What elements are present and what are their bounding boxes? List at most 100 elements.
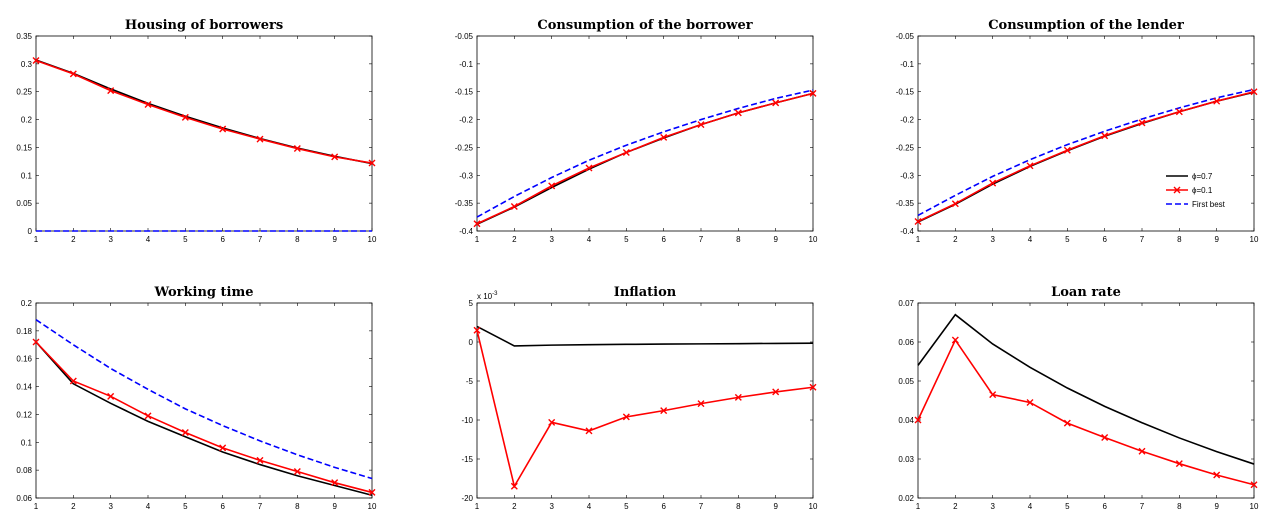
data-point-marker — [1138, 119, 1146, 127]
y-tick-label: -0.1 — [459, 60, 473, 69]
x-tick-label: 3 — [549, 502, 554, 511]
x-tick-label: 10 — [1250, 502, 1259, 511]
data-point-marker — [1101, 132, 1109, 140]
y-tick-label: 0.12 — [16, 410, 32, 419]
data-point-marker — [1213, 97, 1221, 105]
x-tick-label: 9 — [1214, 502, 1219, 511]
data-point-marker — [989, 179, 997, 187]
y-tick-label: -5 — [466, 377, 474, 386]
y-tick-label: -0.2 — [459, 116, 473, 125]
legend: ϕ=0.7 ϕ=0.1 First best — [1166, 172, 1226, 209]
chart-title: Housing of borrowers — [125, 18, 283, 33]
y-tick-label: -20 — [461, 494, 473, 503]
data-point-marker — [734, 109, 742, 117]
x-tick-label: 5 — [624, 502, 629, 511]
x-tick-label: 5 — [1065, 502, 1070, 511]
axis-multiplier-base: x 10 — [477, 292, 493, 301]
plot-area — [917, 302, 1255, 499]
series-line — [35, 59, 373, 164]
x-tick-label: 1 — [475, 235, 480, 244]
data-point-marker — [660, 133, 668, 141]
x-tick-label: 7 — [1140, 235, 1145, 244]
data-point-marker — [1250, 481, 1258, 489]
y-tick-label: -0.2 — [900, 116, 914, 125]
series-line — [476, 89, 814, 218]
data-point-marker — [697, 400, 705, 408]
data-point-marker — [219, 125, 227, 133]
data-point-marker — [772, 99, 780, 107]
y-tick-label: 0.1 — [21, 438, 33, 447]
y-tick-label: -0.25 — [896, 143, 915, 152]
data-point-marker — [1026, 162, 1034, 170]
series-phi-0-1 — [914, 336, 1258, 489]
x-tick-label: 8 — [1177, 235, 1182, 244]
plot-area — [35, 35, 373, 232]
data-point-marker — [144, 101, 152, 109]
axis-multiplier: x 10-3 — [477, 291, 498, 301]
y-tick-label: -0.05 — [896, 32, 915, 41]
series-first-best — [35, 319, 373, 480]
y-tick-label: 0.3 — [21, 60, 33, 69]
data-point-marker — [1250, 88, 1258, 96]
x-tick-label: 5 — [183, 502, 188, 511]
data-point-marker — [734, 393, 742, 401]
data-point-marker — [951, 336, 959, 344]
data-point-marker — [473, 326, 481, 334]
x-tick-label: 4 — [1028, 502, 1033, 511]
x-tick-label: 2 — [512, 502, 517, 511]
data-point-marker — [622, 148, 630, 156]
y-tick-label: 0.07 — [898, 299, 914, 308]
series-phi-0-1 — [473, 89, 817, 228]
x-tick-label: 7 — [258, 502, 263, 511]
y-tick-label: -0.15 — [455, 88, 474, 97]
x-tick-label: 8 — [736, 235, 741, 244]
y-tick-label: -0.3 — [459, 171, 473, 180]
data-point-marker — [772, 388, 780, 396]
data-point-marker — [331, 479, 339, 487]
axis-multiplier-exponent: -3 — [492, 291, 498, 297]
chart-title: Loan rate — [1051, 285, 1121, 300]
plot-area — [35, 302, 373, 499]
series-line — [476, 92, 814, 225]
data-point-marker — [548, 182, 556, 190]
data-point-marker — [1063, 146, 1071, 154]
x-tick-label: 2 — [512, 235, 517, 244]
data-point-marker — [107, 87, 115, 95]
y-tick-label: 0 — [469, 338, 474, 347]
x-tick-label: 2 — [71, 235, 76, 244]
x-tick-label: 1 — [475, 502, 480, 511]
x-tick-label: 8 — [295, 502, 300, 511]
y-tick-label: 0.2 — [21, 299, 33, 308]
legend-label: ϕ=0.1 — [1192, 186, 1213, 195]
series-phi-0-1 — [914, 88, 1258, 226]
y-tick-label: -0.25 — [455, 143, 474, 152]
data-point-marker — [1138, 447, 1146, 455]
data-point-marker — [510, 482, 518, 490]
series-phi-0-7 — [35, 341, 373, 496]
chart-title: Working time — [153, 285, 253, 300]
y-tick-label: 0.25 — [16, 88, 32, 97]
y-tick-label: 0.35 — [16, 32, 32, 41]
y-tick-label: 0.15 — [16, 143, 32, 152]
series-line — [35, 319, 373, 480]
x-tick-label: 3 — [108, 235, 113, 244]
x-tick-label: 7 — [699, 502, 704, 511]
x-tick-label: 1 — [916, 235, 921, 244]
x-tick-label: 10 — [368, 502, 377, 511]
x-tick-label: 4 — [146, 235, 151, 244]
data-point-marker — [69, 70, 77, 78]
data-point-marker — [914, 416, 922, 424]
x-tick-label: 3 — [990, 235, 995, 244]
x-tick-label: 6 — [661, 235, 666, 244]
x-tick-label: 4 — [146, 502, 151, 511]
x-tick-label: 5 — [1065, 235, 1070, 244]
x-tick-label: 6 — [220, 502, 225, 511]
series-line — [35, 341, 373, 494]
y-tick-label: 0.06 — [16, 494, 32, 503]
data-point-marker — [914, 218, 922, 226]
series-phi-0-1 — [32, 57, 376, 167]
data-point-marker — [331, 153, 339, 161]
y-tick-label: 0 — [28, 227, 33, 236]
x-tick-label: 6 — [1102, 502, 1107, 511]
legend-label: First best — [1192, 200, 1226, 209]
